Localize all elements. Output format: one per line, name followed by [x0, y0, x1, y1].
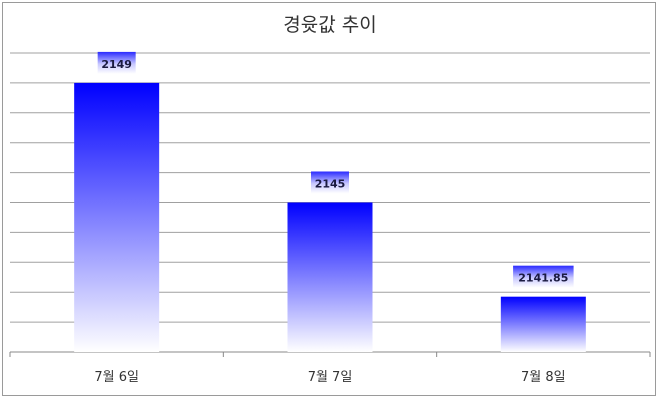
data-label-background	[311, 171, 349, 194]
data-label-background	[513, 265, 574, 288]
bar	[287, 202, 373, 352]
bar	[500, 296, 586, 352]
data-label: 2141.85	[518, 272, 568, 285]
data-label: 2145	[315, 178, 346, 191]
data-label: 2149	[101, 58, 132, 71]
data-label-background	[97, 51, 136, 74]
bar	[74, 82, 160, 353]
x-tick-label: 7월 8일	[521, 370, 566, 385]
chart-title: 경윳값 추이	[283, 14, 377, 36]
x-tick-label: 7월 6일	[94, 370, 139, 385]
x-tick-label: 7월 7일	[308, 370, 353, 385]
